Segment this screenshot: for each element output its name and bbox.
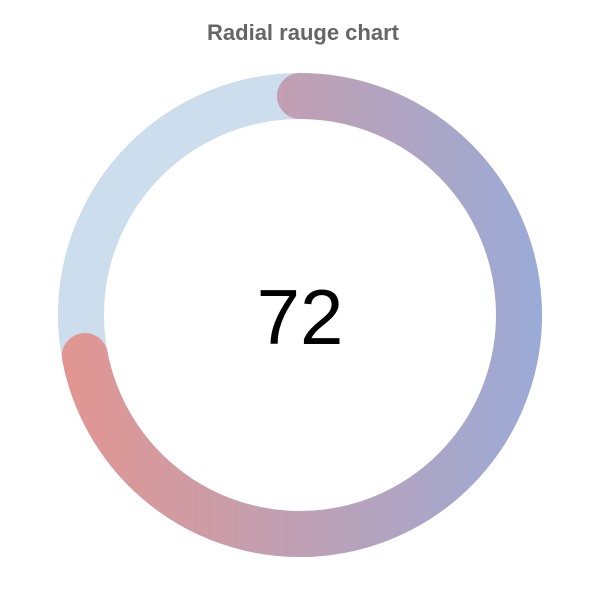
gauge-value-arc — [61, 73, 542, 557]
chart-title: Radial rauge chart — [207, 20, 399, 45]
gauge-value-label: 72 — [257, 273, 344, 361]
